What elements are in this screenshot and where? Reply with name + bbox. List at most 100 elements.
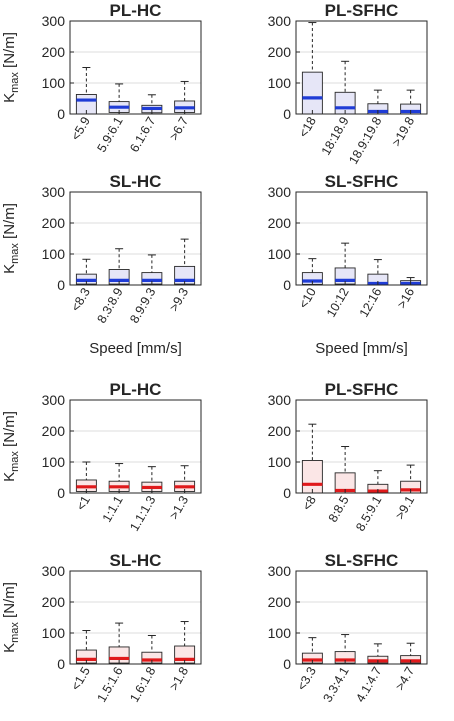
panel-2: 0 100 200 300 <18 18:18.918.9:19.8 >19.8 PL-SFH… bbox=[268, 1, 428, 167]
panel-1: 0 100 200 300 <5.9 5.9:6.1 6.1:6.7 >6.7 PL-HC Kma… bbox=[1, 1, 202, 155]
y-tick-label: 200 bbox=[268, 215, 292, 231]
x-tick-label: <8.3 bbox=[69, 285, 93, 313]
y-tick-label: 100 bbox=[42, 75, 66, 91]
y-tick-label: 200 bbox=[42, 44, 66, 60]
x-tick-label: 1.6:1.8 bbox=[127, 664, 158, 704]
x-tick-label: >16 bbox=[394, 285, 417, 310]
y-tick-label: 100 bbox=[42, 246, 66, 262]
y-tick-label: 0 bbox=[283, 277, 291, 293]
panel-4: 0 100 200 300 <10 10:12 12:16 >16 SL-SFHC Speed [… bbox=[268, 172, 428, 357]
plot-frame bbox=[295, 399, 428, 494]
x-axis-label: Speed [mm/s] bbox=[315, 340, 408, 357]
x-tick-label: 5.9:6.1 bbox=[94, 114, 125, 154]
y-tick-label: 300 bbox=[42, 563, 66, 579]
plot-frame bbox=[295, 191, 428, 286]
y-tick-label: 100 bbox=[42, 625, 66, 641]
box bbox=[301, 460, 323, 494]
x-tick-label: >9.1 bbox=[393, 493, 417, 521]
x-tick-label: >1.8 bbox=[167, 664, 191, 692]
x-tick-label: 18.9:19.8 bbox=[346, 114, 384, 166]
x-tick-label: <10 bbox=[296, 285, 319, 310]
x-tick-label: 1:1.1 bbox=[100, 493, 126, 524]
y-axis-label: Kmax [N/m] bbox=[1, 411, 21, 482]
x-axis-label: Speed [mm/s] bbox=[89, 340, 182, 357]
plot-area bbox=[69, 399, 202, 494]
x-tick-label: 1.5:1.6 bbox=[94, 664, 125, 704]
y-tick-label: 0 bbox=[283, 106, 291, 122]
y-tick-label: 300 bbox=[42, 13, 66, 29]
x-tick-label: 10:12 bbox=[324, 285, 352, 319]
y-tick-label: 0 bbox=[283, 656, 291, 672]
x-tick-label: 8.5:9.1 bbox=[353, 493, 384, 533]
y-tick-label: 100 bbox=[268, 246, 292, 262]
panel-title: PL-SFHC bbox=[325, 1, 399, 20]
panel-title: PL-HC bbox=[110, 1, 162, 20]
x-tick-label: >19.8 bbox=[389, 114, 417, 148]
plot-frame bbox=[295, 570, 428, 665]
y-tick-label: 200 bbox=[42, 423, 66, 439]
y-axis-label: Kmax [N/m] bbox=[1, 582, 21, 653]
x-tick-label: >4.7 bbox=[393, 664, 417, 692]
y-tick-label: 300 bbox=[268, 392, 292, 408]
y-tick-label: 0 bbox=[57, 106, 65, 122]
x-tick-label: >1.3 bbox=[167, 493, 191, 521]
panel-title: SL-SFHC bbox=[325, 551, 399, 570]
x-tick-label: 6.1:6.7 bbox=[127, 114, 158, 154]
y-tick-label: 0 bbox=[283, 485, 291, 501]
x-axis-label: Acceleration [mm/s²] bbox=[67, 719, 204, 721]
x-tick-label: <1 bbox=[74, 493, 93, 512]
y-tick-label: 300 bbox=[42, 392, 66, 408]
y-tick-label: 100 bbox=[268, 75, 292, 91]
y-tick-label: 100 bbox=[268, 454, 292, 470]
x-tick-label: >9.3 bbox=[167, 285, 191, 313]
y-tick-label: 200 bbox=[268, 44, 292, 60]
y-tick-label: 0 bbox=[57, 485, 65, 501]
plot-frame bbox=[69, 191, 202, 286]
panel-title: SL-HC bbox=[110, 551, 162, 570]
y-tick-label: 300 bbox=[268, 184, 292, 200]
x-tick-label: 1.1:1.3 bbox=[127, 493, 158, 533]
y-axis-label: Kmax [N/m] bbox=[1, 203, 21, 274]
x-tick-label: <1.5 bbox=[69, 664, 93, 692]
y-tick-label: 200 bbox=[268, 594, 292, 610]
panel-title: PL-HC bbox=[110, 380, 162, 399]
x-tick-label: 3.3:4.1 bbox=[320, 664, 351, 704]
x-tick-label: <3.3 bbox=[295, 664, 319, 692]
y-tick-label: 100 bbox=[42, 454, 66, 470]
plot-area bbox=[295, 191, 428, 286]
x-tick-label: 4.1:4.7 bbox=[353, 664, 384, 704]
y-tick-label: 100 bbox=[268, 625, 292, 641]
x-tick-label: <8 bbox=[300, 493, 319, 512]
x-tick-label: >6.7 bbox=[167, 114, 191, 142]
x-tick-label: 8.9:9.3 bbox=[127, 285, 158, 325]
x-tick-label: 8.3:8.9 bbox=[94, 285, 125, 325]
plot-area bbox=[295, 570, 428, 665]
x-tick-label: 18:18.9 bbox=[319, 114, 352, 157]
plot-frame bbox=[69, 20, 202, 115]
box bbox=[301, 71, 323, 115]
x-tick-label: <18 bbox=[296, 114, 319, 139]
plot-frame bbox=[69, 570, 202, 665]
panel-5: 0 100 200 300 <1 1:1.1 1.1:1.3 >1.3 PL-HC Kmax [N… bbox=[1, 380, 202, 534]
panel-7: 0 100 200 300 <1.5 1.5:1.6 1.6:1.8 >1.8 SL-HC Kma… bbox=[1, 551, 204, 721]
panel-title: SL-SFHC bbox=[325, 172, 399, 191]
y-tick-label: 300 bbox=[268, 563, 292, 579]
y-tick-label: 0 bbox=[57, 277, 65, 293]
y-axis-label: Kmax [N/m] bbox=[1, 32, 21, 103]
x-tick-label: <5.9 bbox=[69, 114, 93, 142]
panel-title: PL-SFHC bbox=[325, 380, 399, 399]
plot-frame bbox=[69, 399, 202, 494]
y-tick-label: 200 bbox=[42, 215, 66, 231]
x-tick-label: 12:16 bbox=[357, 285, 385, 319]
panel-3: 0 100 200 300 <8.3 8.3:8.9 8.9:9.3 >9.3 SL-HC Kma… bbox=[1, 172, 202, 357]
y-tick-label: 300 bbox=[42, 184, 66, 200]
y-tick-label: 300 bbox=[268, 13, 292, 29]
y-tick-label: 200 bbox=[268, 423, 292, 439]
panel-title: SL-HC bbox=[110, 172, 162, 191]
x-axis-label: Acceleration [mm/s²] bbox=[293, 719, 430, 721]
y-tick-label: 200 bbox=[42, 594, 66, 610]
x-tick-label: 8:8.5 bbox=[326, 493, 352, 524]
panel-8: 0 100 200 300 <3.33.3:4.14.1:4.7 >4.7 SL-SFHC A… bbox=[268, 551, 430, 721]
y-tick-label: 0 bbox=[57, 656, 65, 672]
